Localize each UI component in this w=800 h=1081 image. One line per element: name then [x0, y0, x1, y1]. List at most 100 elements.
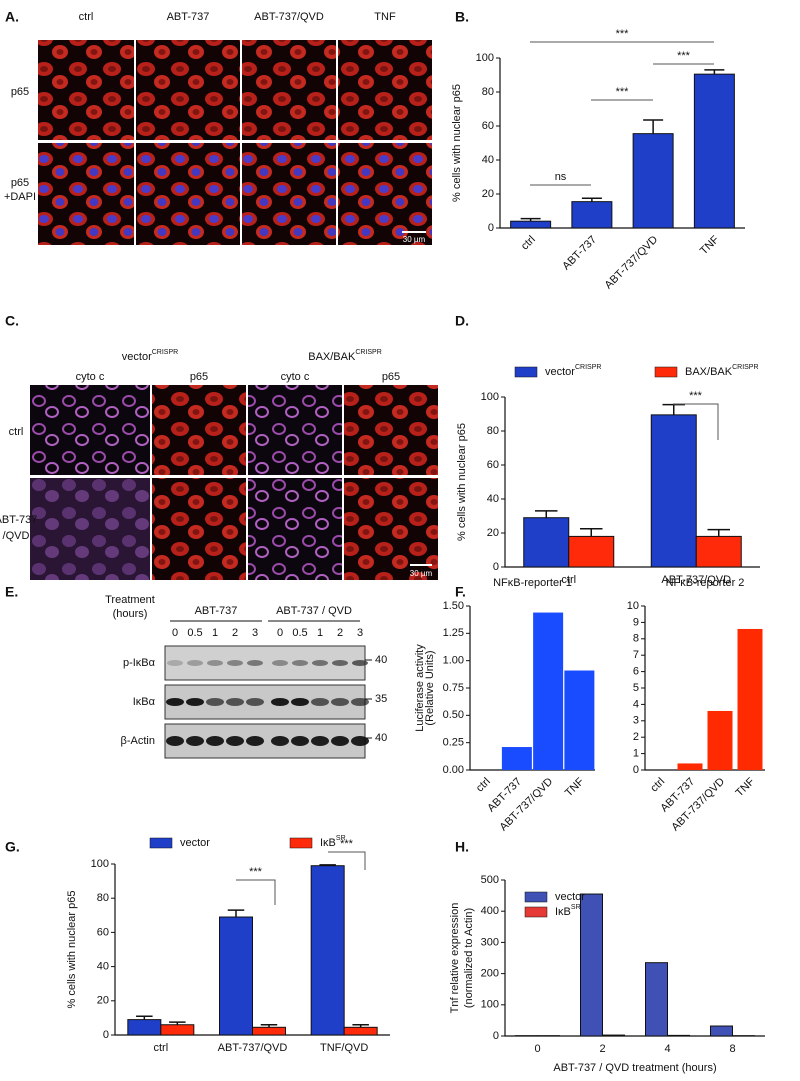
band	[351, 736, 369, 746]
legend-swatch	[654, 366, 678, 378]
y-tick-label: 6	[633, 666, 639, 678]
y-tick-label: 0	[493, 1030, 499, 1042]
bar	[650, 414, 697, 568]
micrograph	[38, 40, 134, 140]
panel-letter: D.	[455, 313, 469, 329]
y-tick-label: 1.50	[443, 600, 464, 612]
y-tick-label: 200	[481, 968, 499, 980]
band	[247, 660, 263, 666]
y-tick-label: 80	[482, 86, 494, 98]
micrograph	[38, 143, 134, 245]
bar	[693, 73, 735, 229]
error-bar	[707, 528, 730, 537]
lane-label: 0.5	[187, 627, 202, 639]
y-tick-label: 60	[482, 120, 494, 132]
band	[271, 698, 289, 706]
bar	[127, 1019, 162, 1036]
bar	[160, 1024, 195, 1036]
band	[246, 698, 264, 706]
y-tick-label: 0.75	[443, 682, 464, 694]
column-label: cyto c	[76, 371, 105, 383]
x-tick-label: ABT-737/QVD	[669, 776, 727, 834]
band	[166, 736, 184, 746]
lane-label: 2	[232, 627, 238, 639]
y-tick-label: 100	[481, 999, 499, 1011]
scale-label: 30 µm	[410, 569, 433, 578]
bar	[710, 1025, 733, 1037]
band	[312, 660, 328, 666]
x-tick-label: ctrl	[519, 234, 538, 253]
y-tick-label: 2	[633, 731, 639, 743]
x-tick-label: TNF	[563, 775, 587, 799]
column-label: ctrl	[79, 11, 94, 23]
band	[291, 736, 309, 746]
y-tick-label: 500	[481, 874, 499, 886]
lane-label: 0.5	[292, 627, 307, 639]
y-tick-label: 0	[633, 764, 639, 776]
bar	[677, 763, 703, 770]
band	[332, 660, 348, 666]
micrograph	[242, 40, 336, 140]
y-tick-label: 10	[627, 600, 639, 612]
error-bar	[227, 909, 245, 918]
panel-letter: A.	[5, 9, 19, 25]
legend-swatch	[149, 837, 173, 849]
error-bar	[580, 528, 603, 537]
x-tick-label: ABT-737/QVD	[661, 574, 731, 586]
bar	[501, 747, 532, 770]
error-bar	[319, 864, 336, 866]
annotation: ***	[677, 50, 691, 62]
x-tick-label: 4	[664, 1043, 670, 1055]
bar	[533, 612, 564, 770]
band	[292, 660, 308, 666]
band	[291, 698, 309, 706]
lane-label: 1	[212, 627, 218, 639]
group-label: ABT-737	[195, 605, 238, 617]
y-tick-label: 20	[482, 188, 494, 200]
label-main: vector	[555, 891, 585, 903]
y-tick-label: 1.25	[443, 627, 464, 639]
y-axis-label: % cells with nuclear p65	[456, 423, 468, 541]
lane-label: 1	[317, 627, 323, 639]
legend-label: IκBSR	[320, 835, 346, 849]
band	[206, 736, 224, 746]
y-axis-label: Tnf relative expression	[449, 903, 461, 1014]
label-sup: CRISPR	[575, 364, 601, 371]
annotation: ***	[249, 866, 263, 878]
y-tick-label: 4	[633, 698, 639, 710]
legend-swatch	[524, 891, 548, 903]
bar	[510, 220, 552, 229]
micrograph	[344, 478, 438, 580]
column-label: TNF	[374, 11, 396, 23]
row-label: p65	[11, 177, 29, 189]
label-main: BAX/BAK	[308, 351, 356, 363]
group-label: vectorCRISPR	[122, 349, 178, 363]
label-main: vector	[545, 366, 575, 378]
lane-label: 2	[337, 627, 343, 639]
micrograph	[30, 385, 150, 475]
x-tick-label: ABT-737	[560, 234, 599, 273]
legend-label: BAX/BAKCRISPR	[685, 364, 759, 378]
y-tick-label: 80	[97, 892, 109, 904]
row-label: /QVD	[3, 530, 30, 542]
bar	[645, 962, 668, 1037]
y-tick-label: 7	[633, 649, 639, 661]
error-bar	[581, 197, 602, 202]
band	[352, 660, 368, 666]
error-bar	[535, 510, 558, 518]
column-label: p65	[382, 371, 400, 383]
x-tick-label: ctrl	[561, 574, 576, 586]
y-tick-label: 0.50	[443, 709, 464, 721]
chart-title: NFκB-reporter 1	[493, 577, 572, 589]
band	[167, 660, 183, 666]
scale-label: 30 µm	[403, 235, 426, 244]
micrograph	[344, 385, 438, 475]
bar	[707, 710, 733, 770]
y-tick-label: 40	[487, 493, 499, 505]
bar	[632, 133, 674, 229]
treatment-label: (hours)	[113, 608, 148, 620]
chart-title: NFκB-reporter 2	[666, 577, 745, 589]
band	[187, 660, 203, 666]
y-tick-label: 1.00	[443, 655, 464, 667]
y-tick-label: 100	[91, 858, 109, 870]
